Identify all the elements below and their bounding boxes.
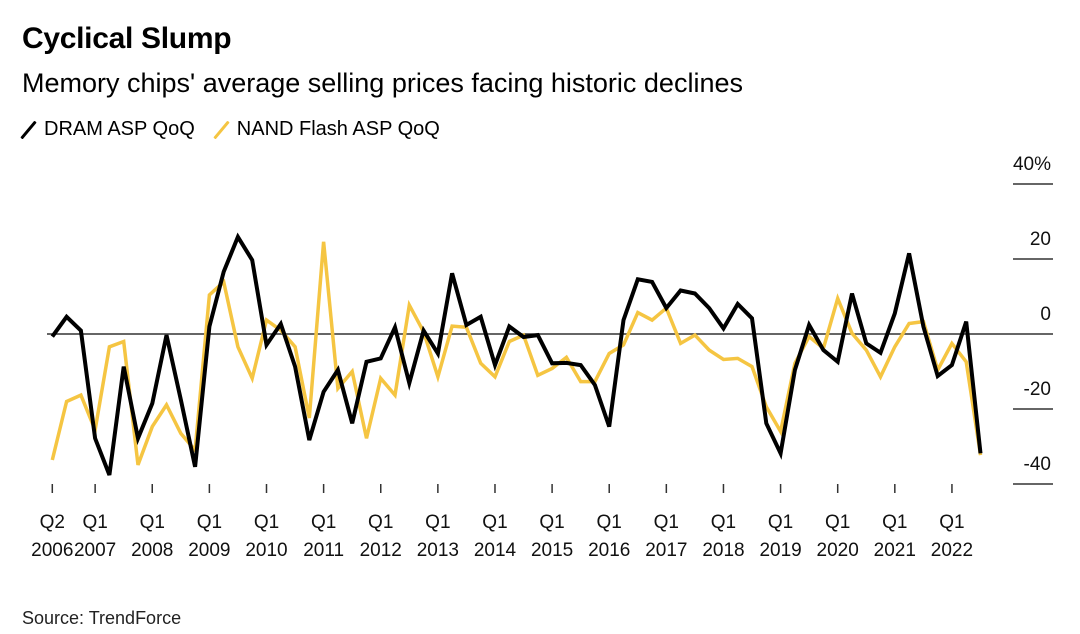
x-tick-quarter: Q1 <box>254 512 279 533</box>
legend-label-nand: NAND Flash ASP QoQ <box>236 118 440 140</box>
y-tick-label: 20 <box>1030 229 1051 250</box>
nand-series-line <box>50 241 983 466</box>
y-tick-label: 40% <box>1013 154 1051 175</box>
x-tick-quarter: Q1 <box>425 512 450 533</box>
x-tick-year: 2006 <box>31 540 73 561</box>
x-tick-year: 2020 <box>817 540 859 561</box>
x-tick-quarter: Q1 <box>197 512 222 533</box>
x-tick-quarter: Q1 <box>539 512 564 533</box>
x-tick-quarter: Q1 <box>711 512 736 533</box>
source-note: Source: TrendForce <box>22 608 182 628</box>
x-tick-year: 2010 <box>245 540 287 561</box>
x-tick-quarter: Q1 <box>311 512 336 533</box>
x-tick-quarter: Q1 <box>597 512 622 533</box>
dram-series-line <box>50 232 983 476</box>
x-tick-year: 2007 <box>74 540 116 561</box>
x-tick-quarter: Q1 <box>825 512 850 533</box>
x-tick-year: 2017 <box>645 540 687 561</box>
legend: DRAM ASP QoQ NAND Flash ASP QoQ <box>22 118 460 141</box>
x-tick-quarter: Q1 <box>654 512 679 533</box>
x-tick-quarter: Q2 <box>40 512 65 533</box>
legend-item-dram: DRAM ASP QoQ <box>22 118 195 141</box>
chart-subtitle: Memory chips' average selling prices fac… <box>22 68 743 98</box>
x-tick-year: 2021 <box>874 540 916 561</box>
legend-item-nand: NAND Flash ASP QoQ <box>215 118 440 141</box>
x-tick-year: 2012 <box>360 540 402 561</box>
x-tick-year: 2019 <box>759 540 801 561</box>
x-tick-year: 2013 <box>417 540 459 561</box>
chart-title: Cyclical Slump <box>22 22 232 55</box>
x-tick-quarter: Q1 <box>882 512 907 533</box>
y-tick-label: -20 <box>1024 379 1051 400</box>
x-tick-year: 2009 <box>188 540 230 561</box>
x-tick-quarter: Q1 <box>368 512 393 533</box>
x-tick-year: 2014 <box>474 540 517 561</box>
x-tick-year: 2022 <box>931 540 973 561</box>
x-tick-year: 2011 <box>303 540 344 561</box>
x-tick-quarter: Q1 <box>482 512 507 533</box>
x-tick-year: 2008 <box>131 540 173 561</box>
x-tick-year: 2015 <box>531 540 573 561</box>
legend-label-dram: DRAM ASP QoQ <box>44 118 195 140</box>
x-tick-quarter: Q1 <box>939 512 964 533</box>
x-tick-year: 2018 <box>702 540 744 561</box>
x-tick-quarter: Q1 <box>140 512 165 533</box>
x-tick-year: 2016 <box>588 540 630 561</box>
x-tick-quarter: Q1 <box>768 512 793 533</box>
y-tick-label: -40 <box>1024 454 1051 475</box>
y-tick-label: 0 <box>1040 304 1051 325</box>
x-tick-quarter: Q1 <box>82 512 107 533</box>
